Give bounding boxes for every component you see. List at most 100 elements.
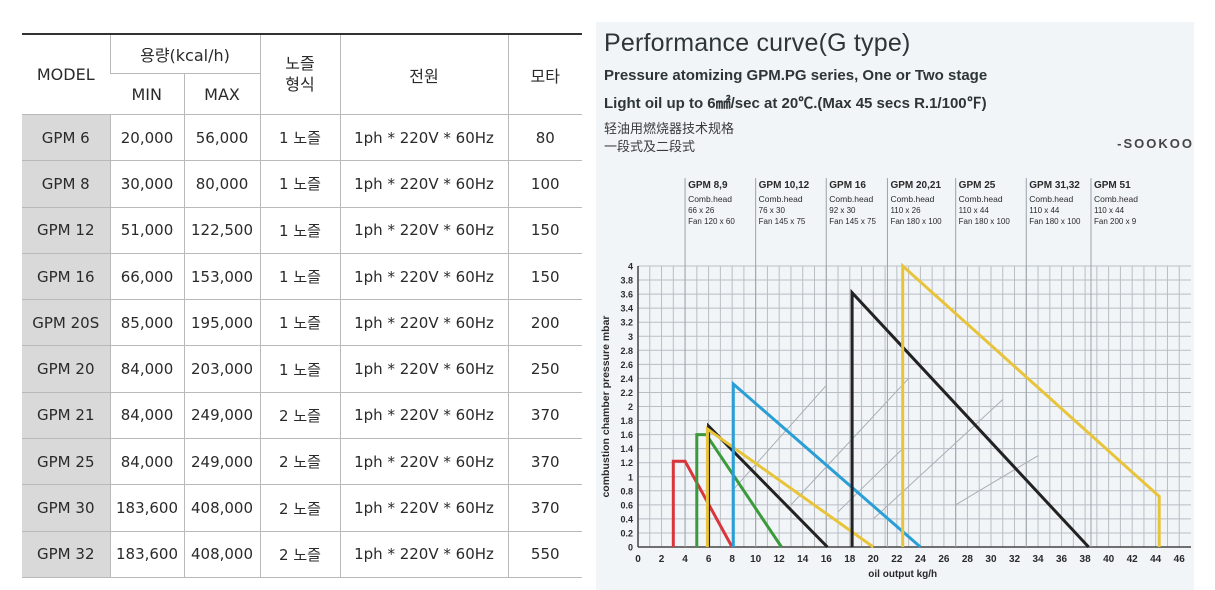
- table-row: GPM 32 183,600 408,000 2 노즐 1ph * 220V * 60H…: [22, 531, 582, 578]
- helper-diagonal: [872, 399, 1004, 520]
- band-dims-label: 92 x 30: [829, 206, 856, 215]
- power-cell: 1ph * 220V * 60Hz: [339, 160, 508, 208]
- y-tick-label: 1.2: [620, 458, 633, 468]
- y-tick-label: 2.4: [620, 374, 633, 384]
- max-cell: 56,000: [183, 114, 260, 162]
- x-tick-label: 8: [729, 554, 735, 565]
- band-fan-label: Fan 145 x 75: [759, 217, 806, 226]
- motor-cell: 200: [507, 299, 582, 347]
- band-head-label: Comb.head: [759, 194, 803, 204]
- min-cell: 183,600: [109, 484, 184, 532]
- min-cell: 84,000: [109, 392, 184, 440]
- x-tick-label: 20: [868, 554, 880, 565]
- min-cell: 84,000: [109, 438, 184, 486]
- y-tick-label: 3.2: [620, 318, 633, 328]
- band-head-label: Comb.head: [890, 194, 934, 204]
- x-tick-label: 24: [915, 554, 927, 565]
- band-head-label: Comb.head: [829, 194, 873, 204]
- x-tick-label: 10: [750, 554, 762, 565]
- y-tick-label: 1.6: [620, 430, 633, 440]
- nozzle-cell: 1 노즐: [259, 207, 340, 254]
- min-cell: 84,000: [109, 345, 184, 393]
- band-dims-label: 110 x 26: [890, 206, 921, 215]
- header-motor: 모타: [507, 34, 582, 115]
- band-head-label: Comb.head: [959, 194, 1003, 204]
- helper-diagonal: [790, 378, 909, 506]
- motor-cell: 370: [507, 392, 582, 440]
- band-fan-label: Fan 180 x 100: [890, 217, 942, 226]
- motor-cell: 550: [507, 531, 582, 578]
- power-cell: 1ph * 220V * 60Hz: [339, 392, 508, 440]
- x-tick-label: 36: [1056, 554, 1068, 565]
- band-fan-label: Fan 145 x 75: [829, 217, 876, 226]
- brand-label: -SOOKOO: [1117, 136, 1194, 151]
- band-model-label: GPM 10,12: [759, 180, 810, 191]
- motor-cell: 150: [507, 207, 582, 254]
- motor-cell: 150: [507, 253, 582, 301]
- max-cell: 122,500: [183, 207, 260, 254]
- nozzle-cell: 2 노즐: [259, 438, 340, 486]
- nozzle-cell: 2 노즐: [259, 392, 340, 440]
- y-tick-label: 2: [628, 402, 633, 412]
- band-dims-label: 76 x 30: [759, 206, 786, 215]
- nozzle-cell: 2 노즐: [259, 531, 340, 578]
- x-tick-label: 16: [821, 554, 833, 565]
- max-cell: 80,000: [183, 160, 260, 208]
- max-cell: 408,000: [183, 531, 260, 578]
- x-tick-label: 22: [891, 554, 903, 565]
- nozzle-cell: 1 노즐: [259, 114, 340, 162]
- min-cell: 66,000: [109, 253, 184, 301]
- band-head-label: Comb.head: [1094, 194, 1138, 204]
- power-cell: 1ph * 220V * 60Hz: [339, 114, 508, 162]
- curve-yellow-large: [901, 262, 1161, 547]
- min-cell: 85,000: [109, 299, 184, 347]
- y-tick-label: 0.8: [620, 486, 633, 496]
- motor-cell: 100: [507, 160, 582, 208]
- motor-cell: 80: [507, 114, 582, 162]
- table-row: GPM 21 84,000 249,000 2 노즐 1ph * 220V * 60Hz…: [22, 392, 582, 440]
- motor-cell: 370: [507, 484, 582, 532]
- y-tick-label: 4: [628, 262, 633, 272]
- band-model-label: GPM 31,32: [1029, 180, 1080, 191]
- y-tick-label: 0: [628, 543, 633, 553]
- chart-title: Performance curve(G type): [604, 29, 911, 57]
- y-tick-label: 2.2: [620, 388, 633, 398]
- max-cell: 203,000: [183, 345, 260, 393]
- motor-cell: 250: [507, 345, 582, 393]
- curve-yellow-small: [705, 426, 875, 549]
- min-cell: 20,000: [109, 114, 184, 162]
- spec-table: MODEL 용량(kcal/h) 노즐 형식 전원 모타 MIN MAX GPM…: [22, 33, 582, 578]
- band-fan-label: Fan 180 x 100: [1029, 217, 1081, 226]
- x-tick-label: 30: [985, 554, 997, 565]
- x-tick-label: 6: [706, 554, 712, 565]
- power-cell: 1ph * 220V * 60Hz: [339, 207, 508, 254]
- nozzle-cell: 1 노즐: [259, 299, 340, 347]
- table-row: GPM 30 183,600 408,000 2 노즐 1ph * 220V * 60H…: [22, 484, 582, 532]
- table-row: GPM 16 66,000 153,000 1 노즐 1ph * 220V * 60Hz…: [22, 253, 582, 301]
- table-row: GPM 8 30,000 80,000 1 노즐 1ph * 220V * 60Hz 10…: [22, 160, 582, 208]
- band-dims-label: 66 x 26: [688, 206, 715, 215]
- min-cell: 30,000: [109, 160, 184, 208]
- header-capacity: 용량(kcal/h): [109, 34, 260, 74]
- band-head-label: Comb.head: [1029, 194, 1073, 204]
- y-tick-label: 1: [628, 472, 633, 482]
- chart-subtitle-1: Pressure atomizing GPM.PG series, One or…: [604, 67, 988, 84]
- x-tick-label: 18: [844, 554, 856, 565]
- curve-black-large: [850, 288, 1090, 549]
- band-model-label: GPM 51: [1094, 180, 1131, 191]
- y-tick-label: 3.8: [620, 276, 633, 286]
- model-cell: GPM 12: [22, 207, 110, 254]
- y-tick-label: 3.6: [620, 290, 633, 300]
- max-cell: 153,000: [183, 253, 260, 301]
- min-cell: 183,600: [109, 531, 184, 578]
- model-cell: GPM 21: [22, 392, 110, 440]
- min-cell: 51,000: [109, 207, 184, 254]
- y-axis-title: combustion chamber pressure mbar: [600, 315, 612, 497]
- x-tick-label: 34: [1032, 554, 1044, 565]
- power-cell: 1ph * 220V * 60Hz: [339, 299, 508, 347]
- motor-cell: 370: [507, 438, 582, 486]
- x-tick-label: 40: [1103, 554, 1115, 565]
- power-cell: 1ph * 220V * 60Hz: [339, 345, 508, 393]
- helper-diagonal: [837, 448, 904, 513]
- performance-chart: Performance curve(G type) Pressure atomi…: [596, 22, 1194, 590]
